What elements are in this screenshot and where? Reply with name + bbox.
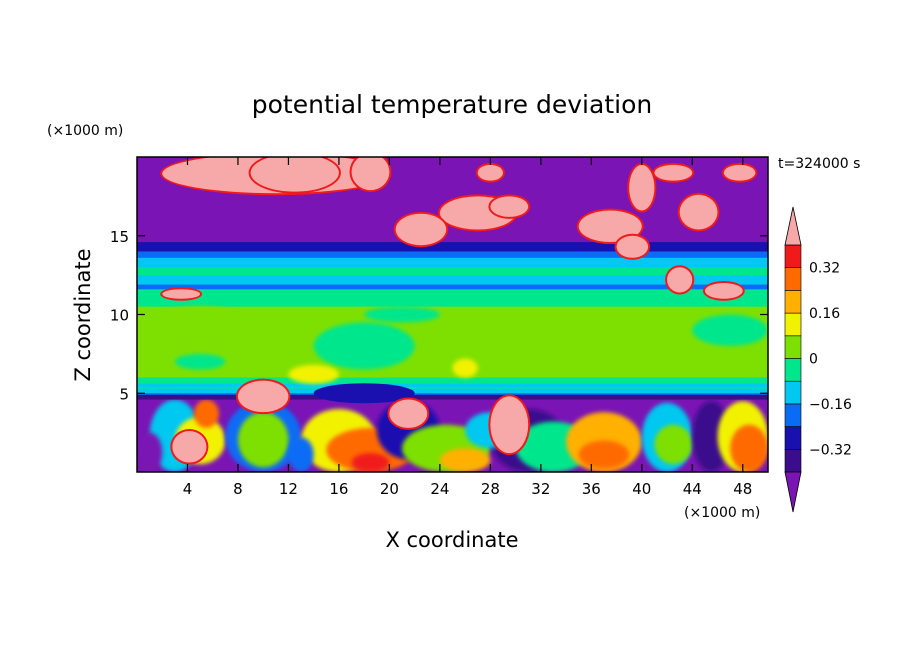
contour-patch bbox=[452, 358, 478, 378]
contour-cell bbox=[237, 412, 289, 468]
x-tick-label: 40 bbox=[632, 480, 651, 498]
warm-blob bbox=[704, 283, 743, 299]
colorbar: 0.32 0.16 0 −0.16 −0.32 bbox=[784, 206, 852, 513]
colorbar-tick-label: −0.32 bbox=[809, 442, 852, 458]
time-label: t=324000 s bbox=[778, 156, 860, 172]
warm-blob bbox=[679, 194, 718, 230]
y-tick-label: 15 bbox=[110, 228, 129, 246]
colorbar-segment bbox=[784, 267, 802, 291]
contour-cell bbox=[288, 437, 314, 472]
warm-blob bbox=[477, 164, 503, 181]
x-tick-label: 8 bbox=[233, 480, 243, 498]
warm-blob bbox=[578, 210, 642, 243]
y-tick-label: 5 bbox=[119, 385, 129, 403]
warm-blob bbox=[654, 164, 693, 181]
contour-cell bbox=[351, 453, 390, 472]
contour-cell bbox=[730, 424, 768, 472]
warm-blob bbox=[351, 157, 390, 191]
x-tick-label: 4 bbox=[183, 480, 193, 498]
warm-blob bbox=[490, 196, 529, 217]
contour-patch bbox=[364, 306, 440, 323]
x-unit-label: (×1000 m) bbox=[684, 505, 760, 521]
colorbar-over-triangle bbox=[784, 206, 802, 246]
x-ticks: 4 8 12 16 20 24 28 32 36 40 44 48 bbox=[183, 157, 752, 498]
colorbar-tick-label: 0.16 bbox=[809, 306, 840, 322]
contour-band bbox=[137, 284, 768, 290]
x-tick-label: 20 bbox=[380, 480, 399, 498]
contour-cell bbox=[654, 424, 693, 465]
x-tick-label: 32 bbox=[531, 480, 550, 498]
x-tick-label: 44 bbox=[683, 480, 702, 498]
warm-blob bbox=[629, 164, 655, 211]
contour-cell bbox=[439, 448, 491, 472]
chart-title: potential temperature deviation bbox=[252, 90, 652, 119]
colorbar-tick-label: 0.32 bbox=[809, 261, 840, 277]
colorbar-segment bbox=[784, 358, 802, 382]
contour-band bbox=[137, 394, 768, 400]
contour-patch bbox=[439, 314, 541, 346]
colorbar-tick-label: 0 bbox=[809, 352, 818, 368]
contour-bands bbox=[137, 157, 768, 472]
colorbar-segment bbox=[784, 312, 802, 337]
warm-blob bbox=[162, 289, 201, 299]
colorbar-segment bbox=[784, 335, 802, 359]
y-tick-label: 10 bbox=[110, 307, 129, 325]
x-tick-label: 48 bbox=[733, 480, 752, 498]
colorbar-segment bbox=[784, 403, 802, 427]
warm-blob bbox=[667, 267, 693, 293]
warm-blob bbox=[172, 431, 207, 463]
warm-blob bbox=[616, 235, 649, 258]
contour-field bbox=[137, 157, 768, 472]
contour-cell bbox=[193, 399, 220, 428]
warm-blob bbox=[723, 164, 756, 181]
contour-band bbox=[137, 242, 768, 252]
contour-cell bbox=[692, 401, 731, 472]
colorbar-segment bbox=[784, 426, 802, 450]
warm-blob bbox=[389, 399, 428, 428]
colorbar-tick-label: −0.16 bbox=[809, 397, 852, 413]
warm-blob bbox=[250, 157, 339, 192]
contour-patch bbox=[313, 383, 415, 404]
contour-patch bbox=[174, 353, 226, 370]
colorbar-segment bbox=[784, 380, 802, 405]
x-tick-label: 36 bbox=[582, 480, 601, 498]
contour-cell bbox=[578, 440, 630, 469]
colorbar-segment bbox=[784, 448, 802, 473]
contour-patch bbox=[162, 306, 238, 331]
colorbar-segment bbox=[784, 244, 802, 269]
warm-blob bbox=[237, 380, 289, 413]
y-unit-label: (×1000 m) bbox=[47, 123, 123, 139]
warm-blobs bbox=[160, 157, 758, 465]
x-tick-label: 16 bbox=[329, 480, 348, 498]
warm-blob bbox=[490, 396, 529, 454]
colorbar-under-triangle bbox=[784, 471, 802, 513]
x-tick-label: 12 bbox=[279, 480, 298, 498]
contour-patch bbox=[692, 314, 768, 346]
contour-patch bbox=[313, 322, 415, 370]
y-ticks: 5 10 15 bbox=[110, 228, 768, 403]
x-axis-label: X coordinate bbox=[385, 528, 518, 552]
contour-band bbox=[137, 232, 768, 243]
contour-patch bbox=[288, 364, 339, 384]
warm-blob bbox=[395, 213, 447, 246]
colorbar-segment bbox=[784, 290, 802, 314]
x-tick-label: 28 bbox=[481, 480, 500, 498]
x-tick-label: 24 bbox=[430, 480, 449, 498]
y-axis-label: Z coordinate bbox=[71, 248, 95, 381]
contour-patch bbox=[591, 317, 718, 362]
contour-cell bbox=[137, 432, 163, 472]
